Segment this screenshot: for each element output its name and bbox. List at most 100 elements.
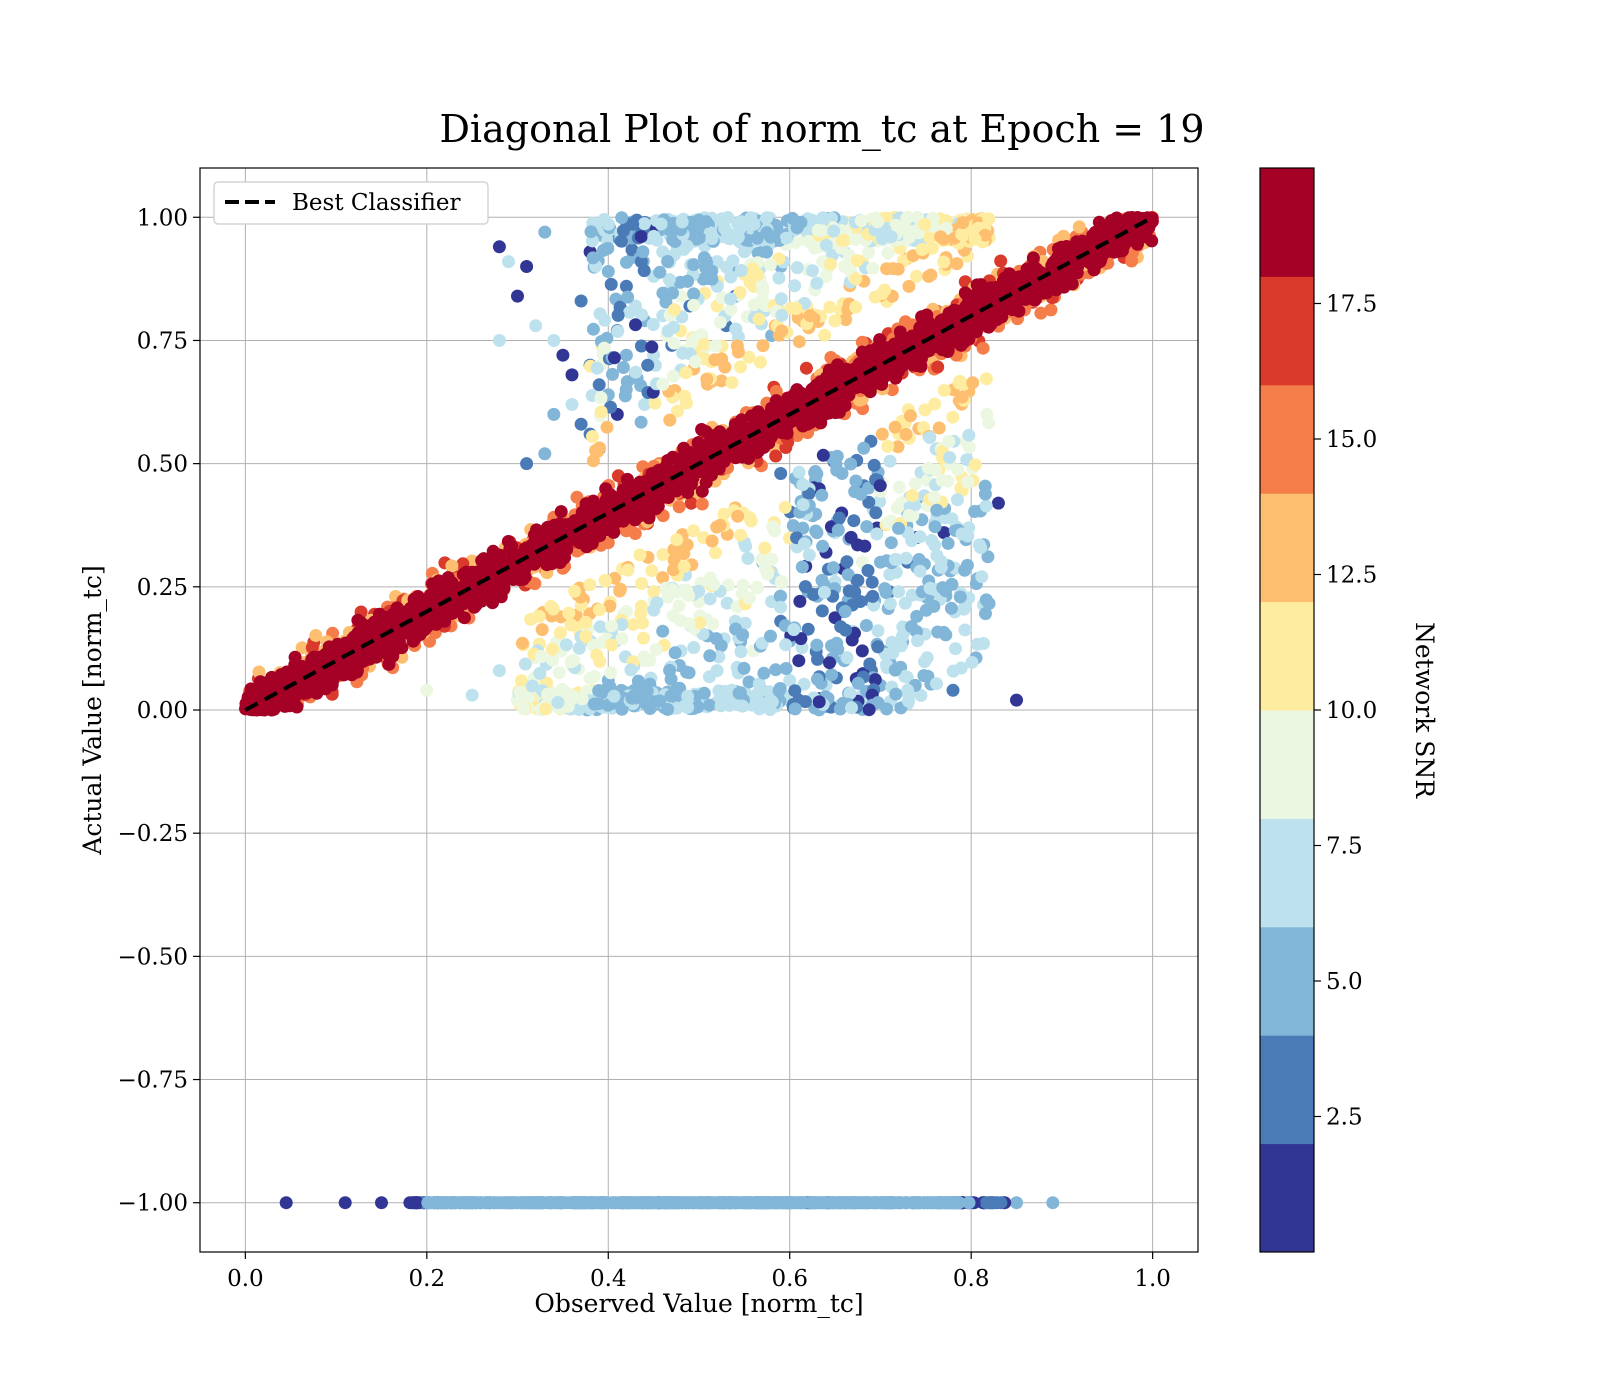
edge-point (684, 496, 698, 510)
scattered-point (626, 217, 640, 231)
scattered-point (541, 687, 555, 701)
edge-point (976, 341, 990, 355)
scattered-point (810, 638, 824, 652)
edge-point (1072, 220, 1086, 234)
edge-point (309, 629, 323, 642)
scattered-point (845, 701, 858, 715)
edge-point (855, 335, 869, 349)
scattered-point (700, 256, 714, 270)
scattered-point (624, 663, 638, 677)
scattered-point (520, 457, 534, 471)
scattered-point (958, 623, 972, 637)
scattered-point (844, 457, 858, 471)
scattered-point (734, 528, 748, 542)
scattered-point (849, 474, 863, 488)
scattered-point (594, 391, 608, 405)
scattered-point (823, 300, 837, 314)
scattered-point (592, 603, 606, 617)
no-detection-point (497, 1196, 511, 1210)
scattered-point (763, 258, 777, 272)
scattered-point (666, 286, 679, 300)
scattered-point (760, 245, 773, 259)
scattered-point (879, 586, 893, 599)
scattered-point (515, 674, 528, 688)
scattered-point (659, 295, 673, 309)
no-detection-point (698, 1196, 712, 1210)
scattered-point (672, 599, 686, 613)
no-detection-point (962, 1196, 976, 1210)
scattered-point (617, 224, 630, 238)
scattered-point (750, 231, 764, 245)
scattered-point (930, 677, 943, 691)
scattered-point (910, 269, 923, 283)
scattered-point (931, 625, 945, 639)
scattered-point (546, 602, 560, 616)
scattered-point (779, 662, 793, 675)
scattered-point (961, 475, 975, 489)
scattered-point (747, 298, 761, 312)
no-detection-point (466, 1196, 480, 1210)
scattered-point (731, 217, 745, 231)
no-detection-point (508, 1196, 522, 1210)
scattered-point (914, 688, 928, 702)
edge-point (931, 360, 945, 374)
scattered-point (666, 563, 680, 577)
scattered-point (892, 521, 906, 535)
scattered-point (796, 478, 810, 492)
scattered-point (838, 604, 852, 618)
scattered-point (677, 560, 691, 573)
scattered-point (753, 355, 767, 369)
scattered-point (928, 538, 942, 552)
scattered-point (645, 564, 659, 578)
scattered-point (574, 417, 588, 431)
scattered-point (614, 234, 628, 248)
scattered-point (911, 634, 924, 648)
scattered-point (529, 319, 543, 333)
scattered-point (492, 334, 506, 347)
scattered-point (661, 702, 675, 716)
scattered-point (979, 593, 993, 607)
scattered-point (567, 653, 581, 667)
edge-point (672, 500, 686, 514)
scattered-point (808, 465, 822, 478)
scattered-point (575, 692, 589, 706)
scattered-point (891, 501, 904, 515)
scattered-point (559, 638, 573, 652)
scattered-point (968, 505, 982, 518)
scattered-point (839, 313, 853, 327)
scattered-point (906, 249, 920, 263)
scattered-point (863, 657, 877, 671)
scattered-point (915, 243, 929, 256)
scattered-point (855, 644, 869, 658)
scattered-point (607, 351, 621, 365)
scattered-point (730, 339, 744, 353)
scattered-point (625, 243, 639, 257)
edge-point (769, 449, 783, 463)
scattered-point (511, 289, 524, 303)
scattered-point (946, 664, 960, 678)
scattered-point (818, 328, 832, 342)
scattered-point (840, 555, 854, 569)
scattered-point (946, 410, 960, 424)
scattered-point (634, 339, 648, 353)
scattered-point (515, 636, 529, 650)
scattered-point (734, 264, 748, 277)
scattered-point (597, 341, 611, 355)
scattered-point (565, 368, 579, 382)
scattered-point (892, 480, 906, 494)
no-detection-point (421, 1196, 435, 1210)
scattered-point (517, 702, 531, 716)
scattered-point (547, 334, 561, 347)
scattered-point (873, 479, 887, 493)
scattered-point (465, 688, 479, 702)
scattered-point (902, 509, 916, 522)
scattered-point (934, 561, 948, 574)
scattered-point (634, 415, 648, 429)
scattered-point (638, 217, 651, 231)
scattered-point (605, 638, 619, 652)
scattered-point (927, 490, 941, 504)
scattered-point (738, 616, 752, 630)
scattered-point (579, 615, 593, 629)
scattered-point (923, 431, 937, 444)
scattered-point (918, 403, 932, 417)
